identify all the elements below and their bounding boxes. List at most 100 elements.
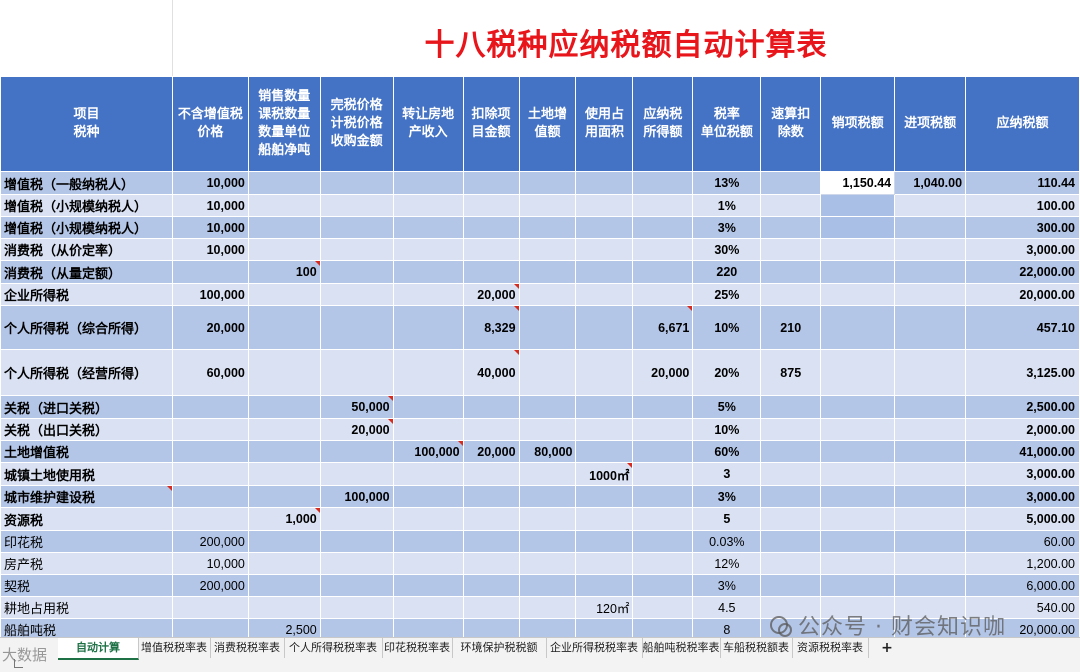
cell-land_added[interactable] [518,418,577,441]
cell-input[interactable] [894,216,967,239]
cell-qty[interactable] [247,171,321,195]
cell-taxable[interactable] [632,462,694,486]
cell-output[interactable] [820,418,896,441]
cell-transfer[interactable] [392,596,464,619]
cell-payable[interactable]: 3,125.00 [965,349,1080,396]
sheet-tab[interactable]: 增值税税率表 [138,638,211,658]
sheet-tab[interactable]: 环境保护税税额 [452,638,547,658]
tax-name-cell[interactable]: 企业所得税 [0,283,173,306]
cell-input[interactable] [894,596,967,619]
cell-input[interactable] [894,552,967,575]
cell-area[interactable] [575,485,634,508]
cell-output[interactable] [820,552,896,575]
cell-quick[interactable] [760,485,822,508]
cell-input[interactable] [894,194,967,217]
cell-deduct[interactable] [462,395,520,419]
cell-transfer[interactable] [392,507,464,531]
cell-area[interactable] [575,530,634,553]
cell-payable[interactable]: 110.44 [965,171,1080,195]
cell-transfer[interactable] [392,305,464,350]
cell-output[interactable] [820,260,896,284]
column-header[interactable]: 应纳税 所得额 [632,76,694,172]
cell-quick[interactable] [760,238,822,261]
sheet-tab[interactable]: 企业所得税税率表 [546,638,643,658]
cell-land_added[interactable] [518,216,577,239]
cell-tax_base[interactable] [319,171,394,195]
cell-rate[interactable]: 3% [692,574,762,597]
cell-rate[interactable]: 13% [692,171,762,195]
cell-input[interactable] [894,418,967,441]
cell-output[interactable] [820,440,896,463]
cell-area[interactable] [575,395,634,419]
cell-taxable[interactable] [632,238,694,261]
cell-area[interactable] [575,260,634,284]
cell-transfer[interactable]: 100,000 [392,440,464,463]
cell-price[interactable]: 10,000 [171,552,249,575]
cell-land_added[interactable] [518,171,577,195]
cell-quick[interactable] [760,418,822,441]
cell-quick[interactable]: 210 [760,305,822,350]
cell-output[interactable] [820,238,896,261]
cell-land_added[interactable] [518,530,577,553]
tax-name-cell[interactable]: 个人所得税（综合所得） [0,305,173,350]
cell-deduct[interactable]: 20,000 [462,283,520,306]
cell-tax_base[interactable] [319,349,394,396]
cell-price[interactable]: 10,000 [171,238,249,261]
cell-input[interactable] [894,530,967,553]
cell-taxable[interactable] [632,418,694,441]
cell-quick[interactable] [760,462,822,486]
cell-land_added[interactable] [518,574,577,597]
cell-rate[interactable]: 8 [692,618,762,640]
cell-land_added[interactable] [518,485,577,508]
tax-name-cell[interactable]: 土地增值税 [0,440,173,463]
cell-output[interactable] [820,395,896,419]
cell-rate[interactable]: 3 [692,462,762,486]
cell-transfer[interactable] [392,194,464,217]
cell-taxable[interactable] [632,440,694,463]
cell-qty[interactable] [247,530,321,553]
cell-taxable[interactable]: 6,671 [632,305,694,350]
cell-area[interactable] [575,618,634,640]
cell-area[interactable] [575,216,634,239]
cell-land_added[interactable] [518,552,577,575]
tax-name-cell[interactable]: 资源税 [0,507,173,531]
column-header[interactable]: 项目 税种 [0,76,173,172]
cell-taxable[interactable] [632,216,694,239]
cell-price[interactable] [171,485,249,508]
cell-tax_base[interactable]: 100,000 [319,485,394,508]
sheet-tab[interactable]: 个人所得税税率表 [284,638,383,658]
tax-name-cell[interactable]: 印花税 [0,530,173,553]
cell-transfer[interactable] [392,238,464,261]
cell-area[interactable] [575,574,634,597]
cell-area[interactable] [575,507,634,531]
cell-transfer[interactable] [392,574,464,597]
cell-transfer[interactable] [392,462,464,486]
cell-rate[interactable]: 20% [692,349,762,396]
cell-price[interactable]: 10,000 [171,171,249,195]
tax-name-cell[interactable]: 关税（进口关税） [0,395,173,419]
cell-quick[interactable] [760,260,822,284]
cell-deduct[interactable] [462,530,520,553]
cell-taxable[interactable] [632,260,694,284]
cell-deduct[interactable] [462,552,520,575]
column-header[interactable]: 税率 单位税额 [692,76,762,172]
cell-area[interactable] [575,171,634,195]
cell-input[interactable] [894,395,967,419]
cell-output[interactable] [820,530,896,553]
cell-qty[interactable] [247,552,321,575]
cell-qty[interactable] [247,395,321,419]
cell-transfer[interactable] [392,260,464,284]
cell-tax_base[interactable] [319,440,394,463]
cell-input[interactable]: 1,040.00 [894,171,967,195]
tax-name-cell[interactable]: 契税 [0,574,173,597]
cell-deduct[interactable] [462,618,520,640]
sheet-tab[interactable]: 消费税税率表 [210,638,285,658]
cell-output[interactable] [820,216,896,239]
cell-transfer[interactable] [392,283,464,306]
cell-taxable[interactable] [632,283,694,306]
cell-deduct[interactable] [462,418,520,441]
cell-transfer[interactable] [392,485,464,508]
cell-output[interactable] [820,618,896,640]
cell-price[interactable]: 100,000 [171,283,249,306]
add-sheet-button[interactable]: + [881,640,893,656]
